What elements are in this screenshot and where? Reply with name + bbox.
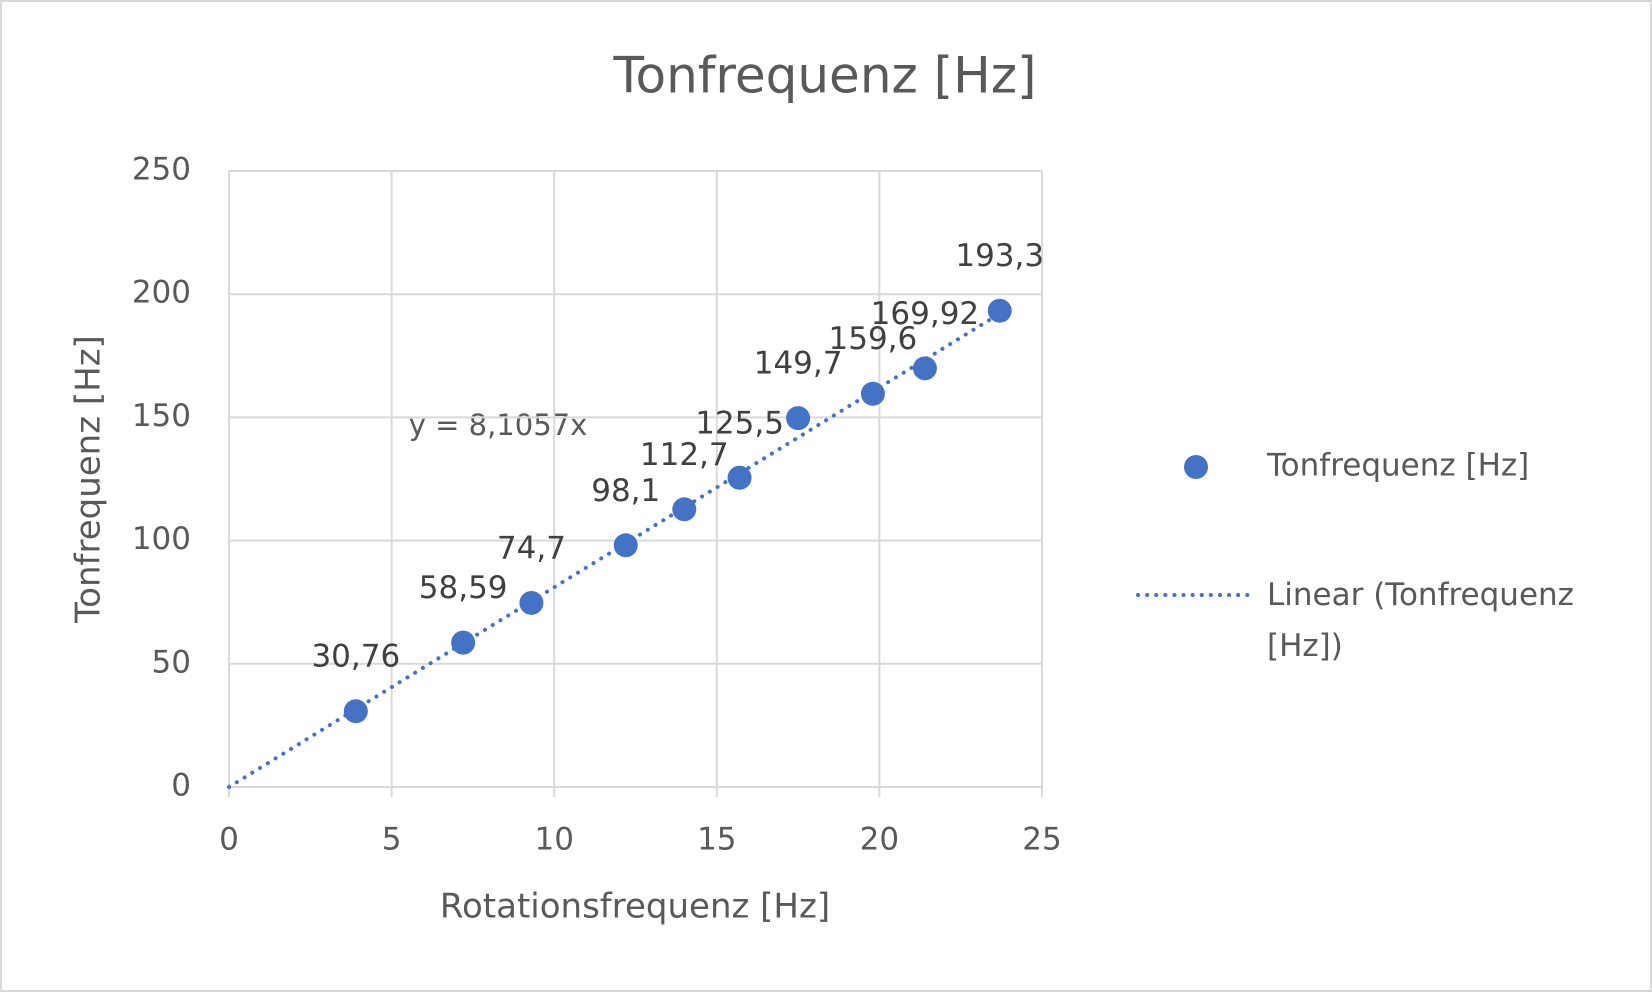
- x-axis-label: Rotationsfrequenz [Hz]: [440, 887, 830, 927]
- data-point: [613, 533, 638, 558]
- y-tick-label: 50: [152, 644, 191, 680]
- data-label: 30,76: [311, 639, 400, 675]
- data-point: [786, 406, 811, 431]
- data-point: [672, 497, 697, 522]
- trendline-equation: y = 8,1057x: [409, 408, 588, 442]
- legend-marker: [1184, 455, 1208, 479]
- data-label: 159,6: [829, 321, 918, 357]
- data-label: 112,7: [640, 437, 729, 473]
- legend-label: Tonfrequenz [Hz]: [1266, 448, 1529, 484]
- legend-label: Linear (Tonfrequenz [Hz]): [1267, 577, 1574, 664]
- data-label: 74,7: [497, 530, 566, 566]
- y-tick-label: 250: [132, 152, 191, 188]
- data-label: 149,7: [754, 346, 843, 382]
- data-label: 125,5: [695, 405, 784, 441]
- data-point: [860, 381, 885, 406]
- data-point: [987, 298, 1012, 323]
- data-label: 169,92: [871, 296, 979, 332]
- x-tick-label: 20: [860, 822, 899, 858]
- data-label: 98,1: [591, 473, 660, 509]
- data-label: 58,59: [419, 570, 508, 606]
- x-tick-label: 15: [697, 822, 736, 858]
- x-tick-label: 0: [219, 822, 239, 858]
- data-point: [451, 630, 476, 655]
- x-tick-label: 25: [1022, 822, 1061, 858]
- data-point: [343, 699, 368, 724]
- y-tick-label: 100: [132, 521, 191, 557]
- data-point: [912, 356, 937, 381]
- y-tick-label: 150: [132, 398, 191, 434]
- data-point: [727, 465, 752, 490]
- y-tick-label: 0: [171, 768, 191, 804]
- chart-title: Tonfrequenz [Hz]: [612, 47, 1036, 105]
- data-label: 193,3: [955, 238, 1044, 274]
- x-tick-label: 5: [382, 822, 402, 858]
- x-tick-label: 10: [534, 822, 573, 858]
- data-point: [519, 590, 544, 615]
- y-tick-label: 200: [132, 275, 191, 311]
- y-axis-label: Tonfrequenz [Hz]: [69, 335, 109, 624]
